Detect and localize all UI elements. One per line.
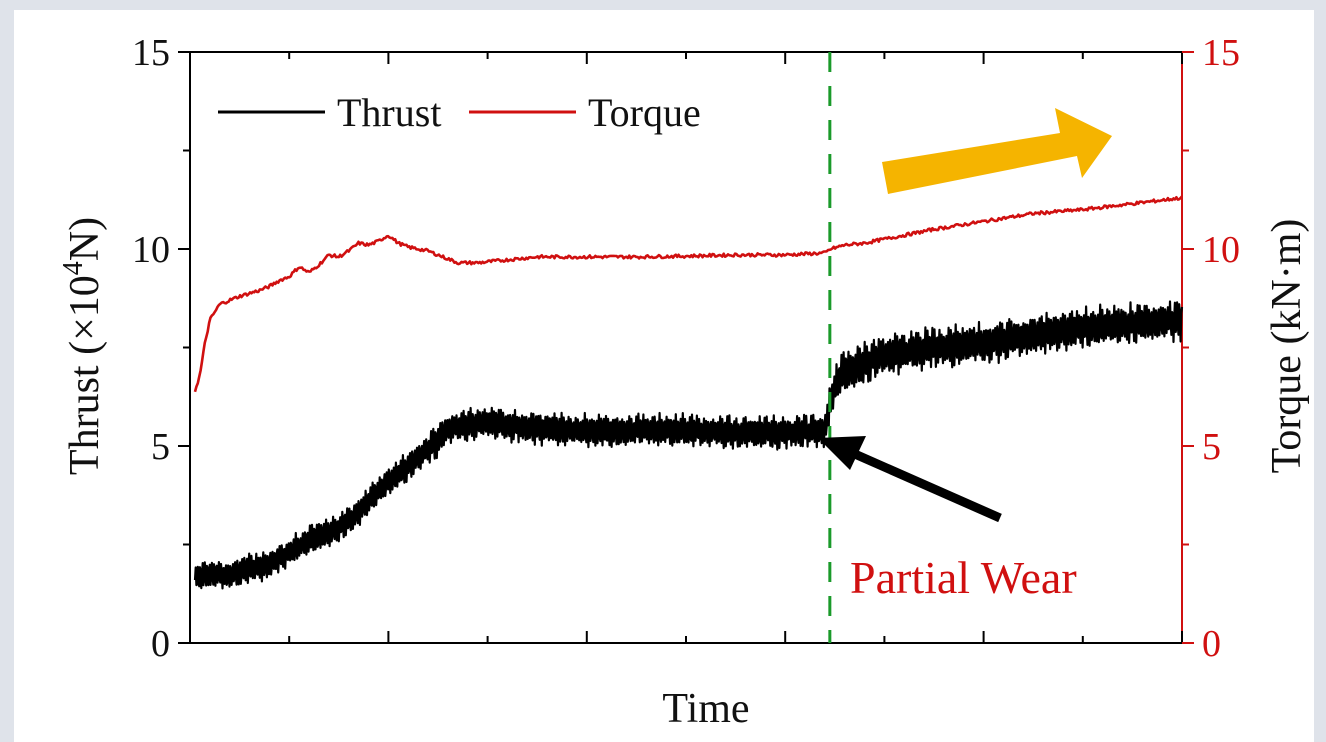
y-tick-label: 0 [151, 623, 170, 665]
y-axis-title-suffix: N) [62, 217, 108, 261]
series-layer [193, 195, 1184, 590]
series-thrust-line [193, 300, 1184, 590]
y-tick-label: 5 [151, 426, 170, 468]
trend-arrow [882, 108, 1112, 194]
y-axis-title-superscript: 4 [58, 261, 89, 275]
x-axis-title: Time [662, 686, 749, 732]
y2-tick-label: 15 [1202, 32, 1240, 74]
y-axis-title: Thrust (×104N) [58, 217, 108, 475]
legend: Thrust Torque [218, 90, 701, 135]
y2-tick-label: 0 [1202, 623, 1221, 665]
annotation-text: Partial Wear [850, 552, 1077, 603]
legend-label-thrust: Thrust [337, 90, 441, 135]
annotation-arrow [818, 436, 1002, 523]
legend-label-torque: Torque [588, 90, 701, 135]
y2-tick-label: 10 [1202, 229, 1240, 271]
series-torque-line [193, 195, 1183, 393]
trend-arrow-shape [882, 108, 1112, 194]
tick-labels: 0 5 10 15 0 5 10 15 [132, 32, 1240, 665]
y-axis-title-prefix: Thrust (×10 [62, 275, 108, 475]
plot-frame [178, 51, 1194, 644]
annotation-arrow-head [818, 436, 866, 470]
annotation-arrow-shaft [846, 446, 1002, 523]
y2-tick-label: 5 [1202, 426, 1221, 468]
y-tick-label: 15 [132, 32, 170, 74]
y2-axis-title: Torque (kN·m) [1264, 219, 1310, 474]
y-tick-label: 10 [132, 229, 170, 271]
